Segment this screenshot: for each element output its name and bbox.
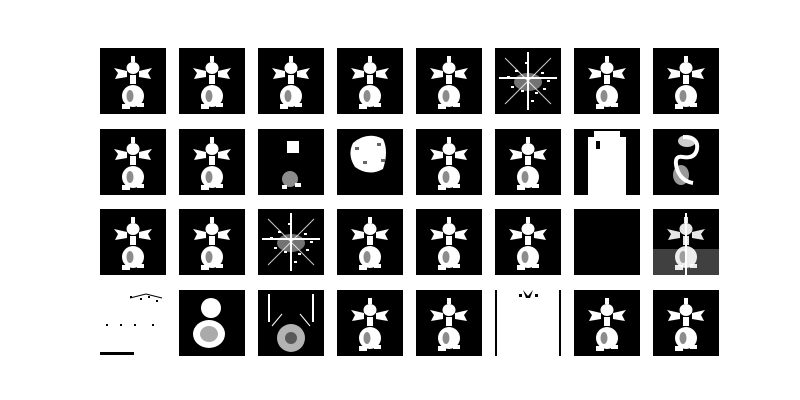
image-panel-r3-c8 (653, 209, 719, 275)
image-panel-r1-c4 (337, 48, 403, 114)
image-panel-r2-c7 (574, 129, 640, 195)
image-panel-r4-c1 (100, 290, 166, 356)
image-panel-r1-c3 (258, 48, 324, 114)
image-panel-r4-c2 (179, 290, 245, 356)
image-panel-r2-c1 (100, 129, 166, 195)
image-panel-r3-c5 (416, 209, 482, 275)
image-panel-r1-c8 (653, 48, 719, 114)
image-panel-r4-c4 (337, 290, 403, 356)
image-panel-r2-c8 (653, 129, 719, 195)
image-panel-r1-c1 (100, 48, 166, 114)
image-panel-r4-c3 (258, 290, 324, 356)
image-panel-r2-c4 (337, 129, 403, 195)
image-panel-r2-c5 (416, 129, 482, 195)
image-panel-r1-c7 (574, 48, 640, 114)
image-panel-r4-c8 (653, 290, 719, 356)
image-panel-r2-c3 (258, 129, 324, 195)
image-panel-r3-c4 (337, 209, 403, 275)
image-panel-r3-c7 (574, 209, 640, 275)
image-panel-r4-c6 (495, 290, 561, 356)
image-panel-r3-c1 (100, 209, 166, 275)
image-panel-r1-c6 (495, 48, 561, 114)
image-panel-r4-c7 (574, 290, 640, 356)
image-panel-r1-c2 (179, 48, 245, 114)
image-panel-r2-c6 (495, 129, 561, 195)
image-panel-r1-c5 (416, 48, 482, 114)
image-panel-r3-c2 (179, 209, 245, 275)
image-panel-r3-c6 (495, 209, 561, 275)
image-panel-r4-c5 (416, 290, 482, 356)
image-panel-r3-c3 (258, 209, 324, 275)
image-panel-r2-c2 (179, 129, 245, 195)
